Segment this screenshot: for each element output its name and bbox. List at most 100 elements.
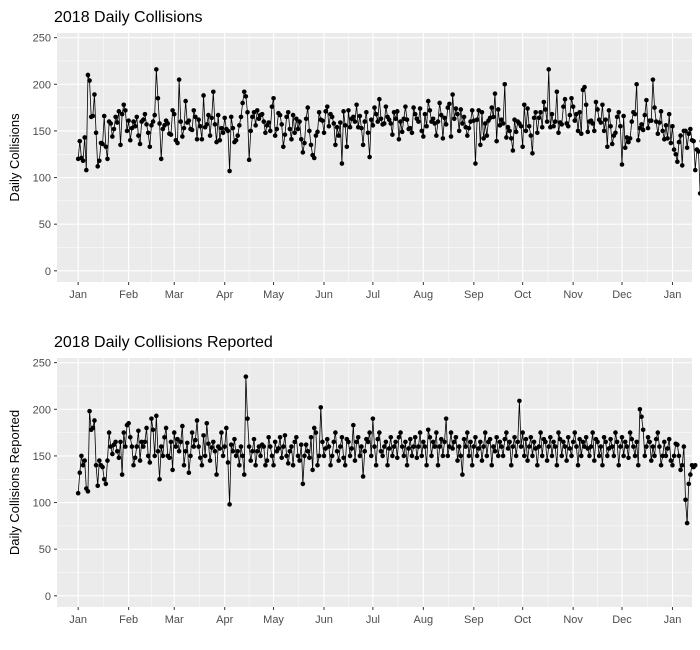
data-point <box>351 114 356 120</box>
data-point <box>668 458 674 463</box>
data-point <box>271 462 276 468</box>
data-point <box>637 406 643 412</box>
data-point <box>186 470 192 476</box>
data-point <box>622 145 628 151</box>
data-point <box>468 439 473 445</box>
data-point <box>207 458 213 463</box>
data-point <box>189 127 195 133</box>
data-point <box>536 115 542 121</box>
data-point <box>95 483 101 489</box>
data-point <box>199 462 205 468</box>
data-point <box>657 444 662 449</box>
data-point <box>123 444 128 449</box>
data-point <box>523 436 529 442</box>
data-point <box>598 444 604 449</box>
data-point <box>144 425 149 431</box>
data-point <box>152 453 157 459</box>
x-tick-label: Apr <box>216 289 233 301</box>
data-point <box>510 148 516 153</box>
data-point <box>642 112 648 118</box>
data-point <box>375 436 381 442</box>
data-point <box>647 439 652 445</box>
data-point <box>147 460 153 465</box>
data-point <box>220 453 226 459</box>
data-point <box>665 446 670 451</box>
data-point <box>504 430 509 435</box>
data-point <box>430 439 436 445</box>
data-point <box>250 114 255 120</box>
data-point <box>609 444 615 449</box>
data-point <box>100 141 105 147</box>
data-point <box>323 109 328 114</box>
data-point <box>668 140 674 146</box>
data-point <box>132 123 138 129</box>
data-point <box>370 416 376 421</box>
data-point <box>181 462 187 468</box>
series-points <box>75 374 698 526</box>
data-point <box>139 439 144 445</box>
data-point <box>277 434 283 440</box>
data-point <box>538 109 543 115</box>
data-point <box>440 136 446 141</box>
data-point <box>178 439 184 445</box>
y-tick-label: 100 <box>33 173 51 185</box>
data-point <box>311 155 317 161</box>
data-point <box>352 119 358 124</box>
data-point <box>398 119 403 124</box>
data-point <box>134 114 140 120</box>
data-point <box>451 116 457 122</box>
data-point <box>412 434 418 440</box>
data-point <box>315 462 320 468</box>
data-point <box>342 123 348 128</box>
data-point <box>508 136 514 141</box>
data-point <box>230 125 236 131</box>
data-point <box>209 445 214 450</box>
data-point <box>137 141 143 147</box>
data-point <box>393 116 398 122</box>
data-point <box>302 453 307 459</box>
data-point <box>227 502 232 507</box>
data-point <box>248 458 254 463</box>
data-point <box>548 434 553 440</box>
data-point <box>311 425 317 431</box>
data-point <box>180 134 185 139</box>
data-point <box>635 137 641 143</box>
data-point <box>578 131 584 137</box>
data-point <box>79 453 84 459</box>
data-point <box>292 130 298 136</box>
data-point <box>435 119 441 124</box>
data-point <box>289 137 294 142</box>
data-point <box>113 114 118 120</box>
data-point <box>357 113 363 119</box>
data-point <box>224 425 229 431</box>
y-tick-label: 0 <box>45 266 51 278</box>
data-point <box>155 95 161 101</box>
data-point <box>461 114 467 120</box>
data-point <box>367 154 372 160</box>
data-point <box>297 458 302 463</box>
data-point <box>227 168 232 174</box>
data-point <box>679 462 685 468</box>
data-point <box>399 129 405 135</box>
data-point <box>590 121 595 126</box>
data-point <box>180 423 185 429</box>
data-point <box>585 129 591 135</box>
data-point <box>329 114 335 120</box>
data-point <box>513 129 519 135</box>
data-point <box>263 462 268 468</box>
data-point <box>520 144 525 150</box>
data-point <box>606 108 612 113</box>
data-point <box>482 121 488 126</box>
data-point <box>287 126 293 132</box>
data-point <box>77 470 83 476</box>
data-point <box>313 133 319 138</box>
data-point <box>266 434 271 440</box>
data-point <box>621 453 626 459</box>
data-point <box>502 436 508 442</box>
data-point <box>269 453 275 459</box>
data-point <box>121 430 127 435</box>
data-point <box>554 462 560 468</box>
data-point <box>305 105 311 110</box>
data-point <box>284 453 289 459</box>
data-point <box>254 108 260 113</box>
